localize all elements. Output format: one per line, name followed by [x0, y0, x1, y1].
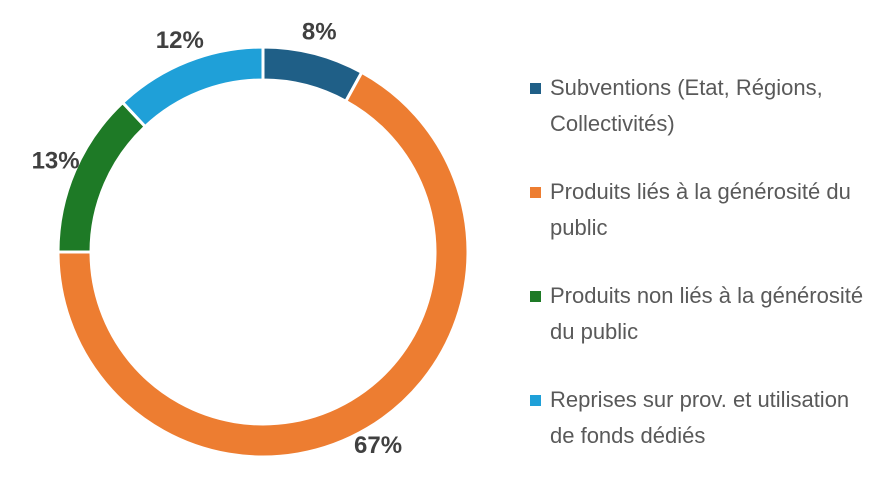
legend-swatch: [530, 395, 541, 406]
data-label: 8%: [302, 18, 337, 45]
legend-item: Produits liés à la générosité du public: [528, 174, 868, 246]
legend-item: Produits non liés à la générosité du pub…: [528, 278, 868, 350]
legend-swatch: [530, 187, 541, 198]
donut-area: 8% 67% 13% 12%: [32, 18, 470, 459]
data-label: 12%: [156, 27, 204, 54]
legend-item: Reprises sur prov. et utilisation de fon…: [528, 382, 868, 454]
legend-swatch: [530, 291, 541, 302]
legend-label: Produits liés à la générosité du public: [550, 179, 851, 240]
chart: 8% 67% 13% 12% Subventions (Etat, Régions, …: [32, 18, 864, 459]
legend: Subventions (Etat, Régions, Collectivité…: [528, 70, 868, 486]
donut-slice: [56, 100, 148, 254]
legend-label: Subventions (Etat, Régions, Collectivité…: [550, 75, 823, 136]
donut-slice: [261, 45, 364, 104]
legend-label: Reprises sur prov. et utilisation de fon…: [550, 387, 850, 448]
legend-item: Subventions (Etat, Régions, Collectivité…: [528, 70, 868, 142]
donut-slice: [120, 45, 265, 129]
legend-label: Produits non liés à la générosité du pub…: [550, 283, 864, 344]
donut-slice: [56, 70, 470, 459]
data-label: 13%: [32, 148, 80, 175]
data-label: 67%: [354, 432, 402, 459]
legend-swatch: [530, 83, 541, 94]
